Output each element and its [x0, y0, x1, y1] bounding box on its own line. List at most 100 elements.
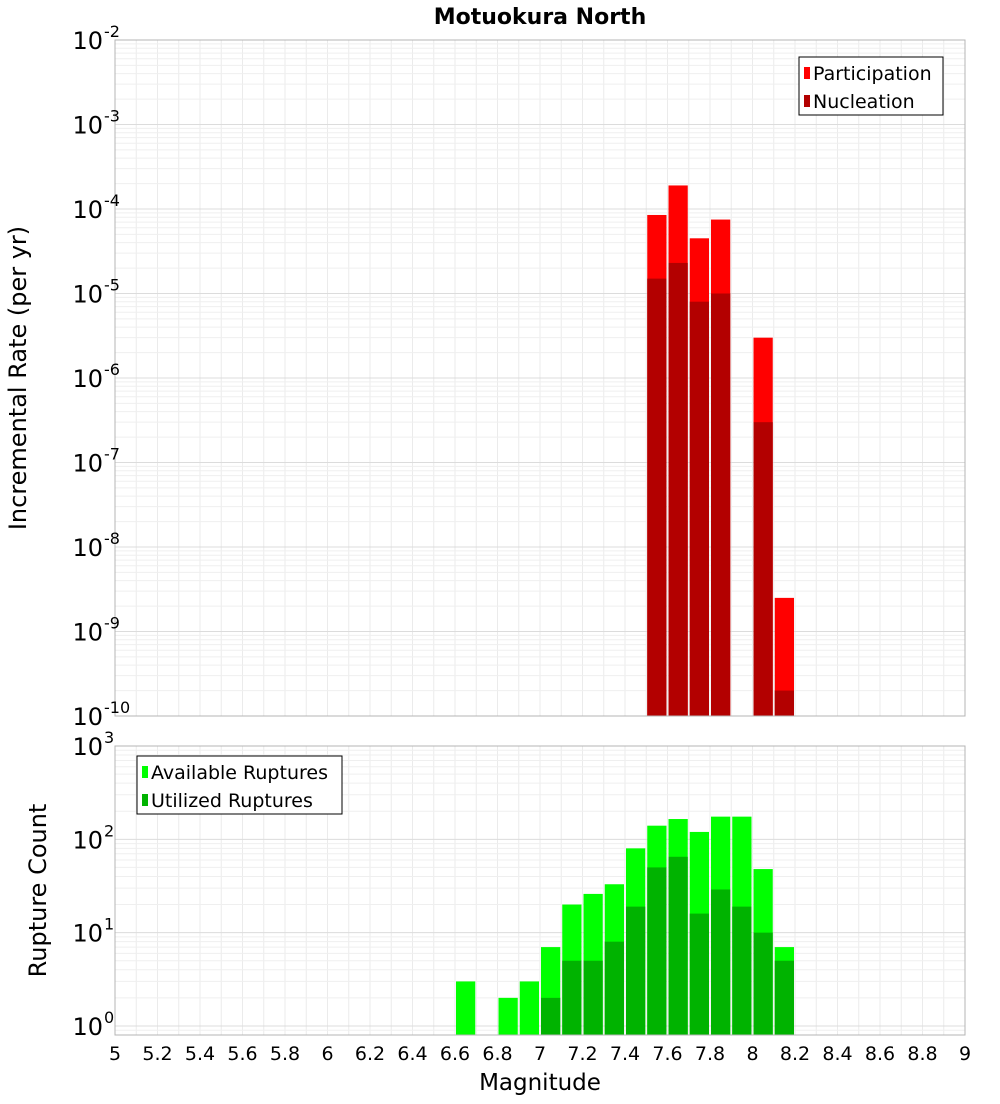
- bar: [711, 889, 731, 1035]
- x-tick-label: 6.8: [482, 1043, 512, 1065]
- bar: [753, 932, 773, 1035]
- x-tick-label: 7.4: [610, 1043, 640, 1065]
- bar: [668, 262, 688, 716]
- y-tick-base: 10: [72, 365, 103, 393]
- chart-panel-1: 10 010 110 210 35 5.2 5.4 5.6 5.8 6 6.2 6.4 6.6 6.8 7 7…: [24, 728, 971, 1096]
- bar: [583, 960, 603, 1035]
- x-axis-label: Magnitude: [479, 1070, 601, 1096]
- bar: [498, 997, 518, 1035]
- y-tick-base: 10: [72, 703, 103, 731]
- y-tick-label: 10 0: [72, 1008, 114, 1041]
- y-tick-base: 10: [72, 112, 103, 140]
- legend-label: Utilized Ruptures: [151, 790, 313, 812]
- x-tick-label: 8.2: [780, 1043, 810, 1065]
- bar: [668, 856, 688, 1035]
- legend-label: Participation: [813, 63, 932, 85]
- bar: [689, 913, 709, 1035]
- plot-frame: [114, 745, 966, 1036]
- bar: [689, 301, 709, 716]
- y-tick-label: 10 3: [72, 728, 114, 761]
- bar: [647, 278, 667, 716]
- y-tick-label: 10 -2: [72, 22, 120, 55]
- x-tick-label: 5.4: [185, 1043, 215, 1065]
- x-tick-label: 5.8: [270, 1043, 300, 1065]
- y-tick-exponent: -2: [104, 22, 120, 41]
- y-tick-base: 10: [72, 534, 103, 562]
- y-tick-base: 10: [72, 826, 103, 854]
- y-tick-exponent: -9: [104, 614, 120, 633]
- bar: [647, 867, 667, 1035]
- y-tick-base: 10: [72, 619, 103, 647]
- y-tick-label: 10 -4: [72, 191, 120, 224]
- x-tick-label: 8.8: [907, 1043, 937, 1065]
- y-tick-exponent: -4: [104, 191, 120, 210]
- series-utilized-ruptures: [541, 856, 794, 1035]
- legend-label: Available Ruptures: [151, 762, 328, 784]
- legend-swatch: [142, 766, 148, 778]
- x-tick-label: 9: [959, 1043, 971, 1065]
- bar: [711, 293, 731, 716]
- legend-swatch: [804, 95, 810, 107]
- bar: [541, 997, 561, 1035]
- legend: Available Ruptures Utilized Ruptures: [136, 755, 343, 815]
- grid-lines: [114, 39, 966, 717]
- legend-box: [798, 56, 944, 116]
- bar: [774, 690, 794, 716]
- y-tick-label: 10 -8: [72, 529, 120, 562]
- bar: [732, 906, 752, 1035]
- x-tick-label: 8.6: [865, 1043, 895, 1065]
- y-tick-base: 10: [72, 196, 103, 224]
- legend: Participation Nucleation: [798, 56, 944, 116]
- y-tick-label: 10 -10: [72, 698, 130, 731]
- plot-frame: [114, 39, 966, 717]
- y-tick-base: 10: [72, 1013, 103, 1041]
- legend-box: [136, 755, 343, 815]
- y-tick-label: 10 -7: [72, 445, 120, 478]
- y-tick-base: 10: [72, 281, 103, 309]
- x-tick-label: 6.4: [397, 1043, 427, 1065]
- y-tick-exponent: -5: [104, 276, 120, 295]
- legend-label: Nucleation: [813, 91, 915, 113]
- y-tick-label: 10 -5: [72, 276, 120, 309]
- y-tick-label: 10 -6: [72, 360, 120, 393]
- bar: [456, 981, 476, 1035]
- y-tick-base: 10: [72, 920, 103, 948]
- y-tick-exponent: -10: [104, 698, 130, 717]
- bar: [562, 960, 582, 1035]
- y-tick-base: 10: [72, 27, 103, 55]
- bar: [753, 422, 773, 716]
- y-tick-exponent: 1: [104, 915, 114, 934]
- legend-entry: Nucleation: [804, 91, 915, 113]
- y-tick-label: 10 2: [72, 821, 114, 854]
- legend-entry: Utilized Ruptures: [142, 790, 313, 812]
- legend-entry: Participation: [804, 63, 932, 85]
- x-tick-label: 7.2: [567, 1043, 597, 1065]
- x-tick-label: 7: [534, 1043, 546, 1065]
- series-nucleation: [647, 262, 794, 716]
- y-axis-label: Rupture Count: [24, 804, 52, 978]
- y-tick-exponent: 0: [104, 1008, 114, 1027]
- chart-title: Motuokura North: [434, 5, 647, 30]
- bar: [774, 960, 794, 1035]
- y-tick-label: 10 -9: [72, 614, 120, 647]
- x-tick-label: 6.6: [440, 1043, 470, 1065]
- legend-entry: Available Ruptures: [142, 762, 328, 784]
- y-tick-base: 10: [72, 733, 103, 761]
- y-tick-label: 10 -3: [72, 107, 120, 140]
- x-tick-label: 5.2: [142, 1043, 172, 1065]
- x-tick-label: 5: [109, 1043, 121, 1065]
- legend-swatch: [804, 67, 810, 79]
- y-tick-exponent: 3: [104, 728, 114, 747]
- legend-swatch: [142, 794, 148, 806]
- bar: [774, 597, 794, 716]
- y-tick-exponent: -8: [104, 529, 120, 548]
- x-tick-label: 5.6: [227, 1043, 257, 1065]
- bar: [519, 981, 539, 1035]
- y-tick-exponent: -6: [104, 360, 120, 379]
- x-tick-label: 6.2: [355, 1043, 385, 1065]
- y-tick-exponent: -3: [104, 107, 120, 126]
- bar: [626, 906, 646, 1035]
- y-axis-label: Incremental Rate (per yr): [4, 226, 32, 530]
- x-tick-label: 8: [746, 1043, 758, 1065]
